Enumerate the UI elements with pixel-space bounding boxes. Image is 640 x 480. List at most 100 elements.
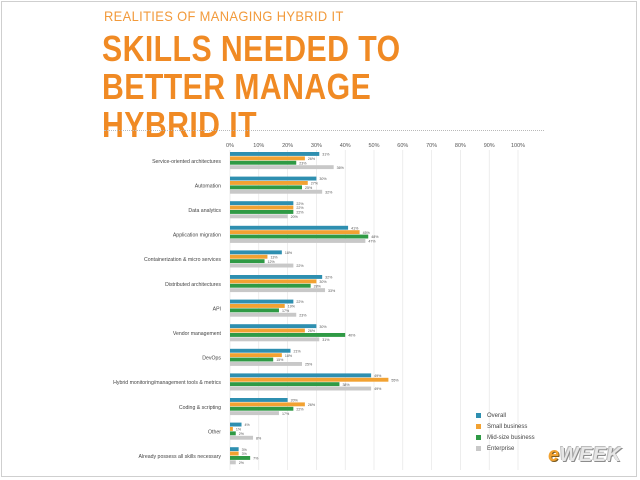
data-label: 31%	[322, 153, 330, 157]
bar	[230, 422, 242, 427]
data-label: 25%	[305, 186, 313, 190]
legend-swatch-enterprise	[476, 446, 481, 451]
data-label: 32%	[325, 190, 333, 194]
x-tick-label: 40%	[340, 143, 351, 149]
bar	[230, 451, 239, 456]
data-label: 28%	[314, 284, 322, 288]
data-label: 36%	[337, 166, 345, 170]
category-label: Vendor management	[173, 331, 222, 337]
bar	[230, 398, 288, 402]
data-label: 32%	[325, 276, 333, 280]
bar	[230, 279, 317, 284]
data-label: 31%	[322, 338, 330, 342]
bar	[230, 377, 389, 382]
bar	[230, 283, 311, 288]
x-tick-label: 90%	[484, 143, 495, 149]
data-label: 33%	[328, 289, 336, 293]
data-label: 38%	[342, 383, 350, 387]
bar	[230, 362, 302, 366]
bar	[230, 239, 366, 243]
legend-label-overall: Overall	[487, 412, 507, 419]
category-label: Already possess all skills necessary	[139, 454, 222, 460]
bar	[230, 324, 317, 329]
data-label: 2%	[239, 461, 245, 465]
bar	[230, 382, 340, 387]
data-label: 48%	[371, 235, 379, 239]
bars	[230, 152, 389, 465]
slide-title: SKILLS NEEDED TO BETTER MANAGE HYBRID IT	[102, 28, 401, 145]
category-label: Containerization & micro services	[144, 257, 221, 263]
x-tick-label: 30%	[311, 143, 322, 149]
data-label: 19%	[288, 305, 296, 309]
bar	[230, 263, 294, 268]
data-label: 22%	[296, 202, 304, 206]
data-label: 13%	[270, 255, 278, 259]
data-label: 3%	[242, 448, 248, 452]
data-label: 12%	[268, 260, 276, 264]
category-label: API	[213, 306, 221, 312]
legend-label-small-business: Small business	[487, 423, 528, 430]
data-label: 30%	[319, 280, 327, 284]
legend-swatch-overall	[476, 413, 481, 418]
bar	[230, 304, 285, 308]
eweek-logo-e: e	[548, 444, 560, 466]
bar	[230, 427, 233, 431]
data-label: 23%	[299, 313, 307, 317]
data-label: 17%	[282, 309, 290, 313]
data-label: 4%	[245, 423, 251, 427]
bar	[230, 435, 254, 440]
bar	[230, 205, 294, 210]
bar	[230, 447, 239, 452]
legend-swatch-small-business	[476, 424, 481, 429]
bar	[230, 210, 294, 214]
bar	[230, 431, 236, 436]
bar	[230, 357, 274, 362]
legend-item-small-business: Small business	[476, 421, 535, 432]
data-label: 2%	[239, 432, 245, 436]
data-label: 27%	[311, 182, 319, 186]
eweek-logo: eWEEK	[548, 444, 622, 467]
category-label: Hybrid monitoring/management tools & met…	[113, 380, 221, 386]
bar	[230, 402, 305, 407]
category-label: Data analytics	[188, 208, 221, 214]
x-tick-label: 60%	[397, 143, 408, 149]
bar	[230, 348, 291, 353]
x-tick-label: 70%	[426, 143, 437, 149]
bar	[230, 152, 320, 156]
eweek-logo-rest: WEEK	[559, 444, 622, 466]
category-label: Application migration	[173, 233, 221, 239]
data-label: 49%	[374, 387, 382, 391]
bar	[230, 333, 346, 337]
legend-item-mid-size-business: Mid-size business	[476, 432, 535, 443]
bar	[230, 250, 282, 255]
data-label: 45%	[363, 231, 371, 235]
data-label: 20%	[291, 215, 299, 219]
category-labels: Service-oriented architectures Automation…	[113, 159, 221, 460]
bar	[230, 189, 323, 194]
bar	[230, 288, 326, 293]
bar	[230, 299, 294, 304]
data-label: 17%	[282, 412, 290, 416]
data-label: 7%	[253, 457, 259, 461]
data-label: 18%	[285, 251, 293, 255]
data-label: 22%	[296, 206, 304, 210]
data-label: 15%	[276, 358, 284, 362]
data-label: 49%	[374, 374, 382, 378]
x-tick-labels: 0% 10% 20% 30% 40% 50% 60% 70% 80% 90% 100%	[226, 143, 525, 149]
bar	[230, 254, 268, 259]
bar	[230, 201, 294, 206]
bar	[230, 234, 369, 239]
legend-label-mid-size-business: Mid-size business	[487, 434, 535, 441]
data-label: 21%	[293, 349, 301, 353]
data-labels: 31%26%23%36%30%27%25%32%22%22%22%20%41%4…	[236, 153, 400, 465]
data-label: 8%	[256, 436, 262, 440]
bar	[230, 214, 288, 219]
data-label: 22%	[296, 264, 304, 268]
bar	[230, 165, 334, 170]
data-label: 26%	[308, 329, 316, 333]
data-label: 40%	[348, 334, 356, 338]
title-divider	[104, 130, 544, 131]
data-label: 55%	[391, 378, 399, 382]
